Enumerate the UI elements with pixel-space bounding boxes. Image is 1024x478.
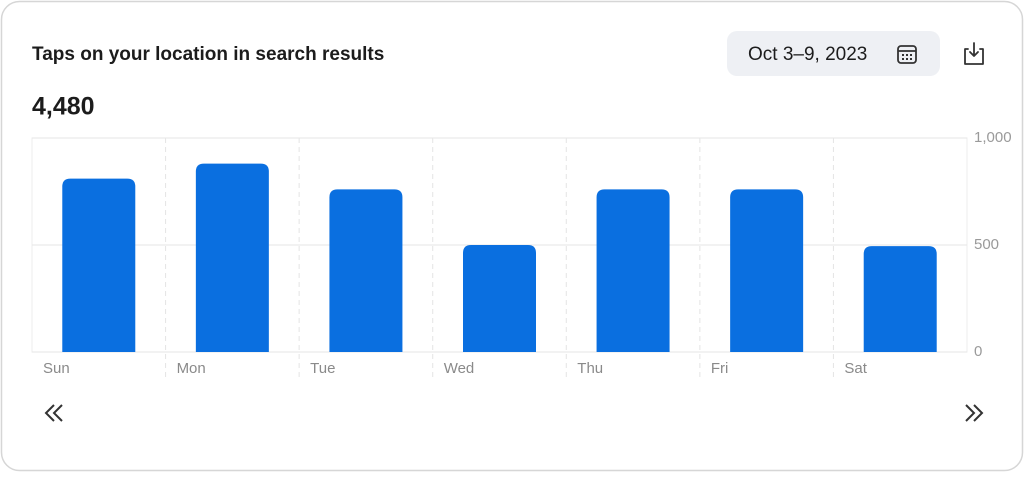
next-button[interactable]	[965, 404, 984, 422]
date-picker[interactable]: Oct 3–9, 2023	[727, 31, 940, 76]
bar	[596, 189, 670, 352]
x-tick-label: Fri	[711, 360, 729, 377]
x-tick-label: Sun	[43, 360, 70, 377]
y-tick-label: 1,000	[974, 129, 1012, 146]
x-tick-label: Wed	[444, 360, 475, 377]
prev-button[interactable]	[44, 404, 63, 422]
total: 4,480	[32, 93, 95, 121]
bar	[195, 163, 269, 352]
y-tick-label: 500	[974, 236, 999, 253]
title: Taps on your location in search results	[32, 44, 384, 65]
calendar-icon[interactable]	[897, 45, 917, 64]
y-tick-label: 0	[974, 343, 982, 360]
x-tick-label: Tue	[310, 360, 335, 377]
bar	[730, 189, 804, 352]
x-tick-label: Sat	[844, 360, 867, 377]
bar	[62, 178, 136, 352]
bar	[463, 245, 536, 352]
bar	[329, 189, 403, 352]
bar	[863, 246, 937, 352]
date-range[interactable]: Oct 3–9, 2023	[748, 44, 867, 65]
x-tick-label: Mon	[177, 360, 206, 377]
x-tick-label: Thu	[577, 360, 603, 377]
download-icon[interactable]	[964, 42, 984, 65]
date-button[interactable]	[727, 31, 940, 76]
